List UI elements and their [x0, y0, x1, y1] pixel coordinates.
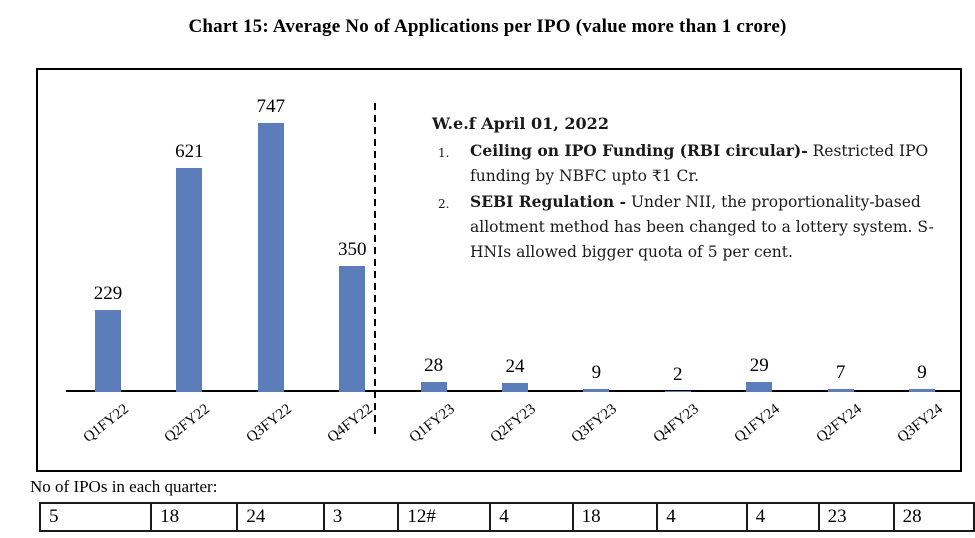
bar-Q4FY23 — [664, 391, 691, 392]
x-axis-label-Q1FY22: Q1FY22 — [80, 401, 132, 446]
ipo-count-cell-Q3FY24: 28 — [892, 502, 975, 532]
x-axis-label-Q4FY22: Q4FY22 — [324, 401, 377, 446]
x-axis-label-Q2FY22: Q2FY22 — [162, 401, 214, 446]
x-axis-label-Q3FY22: Q3FY22 — [243, 401, 295, 446]
bar-value-label-Q3FY24: 9 — [917, 362, 927, 383]
annotation-item-2: 2. SEBI Regulation - Under NII, the propo… — [432, 189, 960, 265]
ipo-table-row: 5 18 24 3 12# 4 18 4 4 23 28 — [38, 502, 975, 532]
bar-Q3FY23 — [583, 389, 610, 392]
ipo-table-label: No of IPOs in each quarter: — [30, 477, 218, 496]
ipo-count-cell-Q2FY23: 4 — [489, 502, 574, 532]
policy-divider-dashed-line — [374, 103, 376, 439]
ipo-count-cell-Q4FY23: 4 — [656, 502, 748, 532]
ipo-count-cell-Q1FY23: 12# — [397, 502, 492, 532]
bar-value-label-Q4FY22: 350 — [337, 239, 367, 260]
x-axis-label-Q3FY23: Q3FY23 — [569, 401, 621, 446]
bar-value-label-Q3FY23: 9 — [591, 362, 602, 383]
annotation-item-1: 1. Ceiling on IPO Funding (RBI circular)-… — [432, 138, 960, 189]
x-axis-label-Q2FY24: Q2FY24 — [813, 401, 865, 446]
bar-value-label-Q2FY23: 24 — [505, 356, 525, 377]
bar-Q1FY23 — [420, 382, 447, 392]
annotation-box: W.e.f April 01, 2022 1. Ceiling on IPO Fu… — [432, 112, 960, 265]
page-title: Chart 15: Average No of Applications per… — [188, 16, 787, 37]
bar-Q4FY22 — [339, 266, 366, 392]
ipo-count-cell-Q2FY24: 23 — [817, 502, 895, 532]
ipo-count-cell-Q1FY22: 5 — [38, 502, 153, 532]
bar-Q1FY22 — [95, 310, 121, 392]
bar-Q2FY24 — [827, 389, 854, 392]
bar-Q1FY24 — [746, 382, 773, 392]
bar-Q2FY23 — [502, 383, 528, 392]
bar-value-label-Q1FY23: 28 — [424, 355, 444, 376]
annotation-item-text: SEBI Regulation - Under NII, the proport… — [470, 192, 934, 261]
x-axis-label-Q1FY23: Q1FY23 — [406, 401, 458, 446]
ipo-count-cell-Q3FY22: 24 — [236, 502, 325, 532]
bar-Q2FY22 — [176, 168, 203, 392]
ipo-table: 5 18 24 3 12# 4 18 4 4 23 28 — [38, 502, 975, 532]
bar-value-label-Q1FY24: 29 — [749, 355, 769, 376]
bar-Q3FY24 — [909, 389, 935, 392]
bar-Q3FY22 — [257, 123, 284, 392]
x-axis-label-Q1FY24: Q1FY24 — [731, 401, 784, 446]
x-axis-label-Q4FY23: Q4FY23 — [650, 401, 702, 446]
chart-frame: 229 Q1FY22 621 Q2FY22 747 Q3FY22 350 Q4FY22 28 Q1… — [36, 68, 962, 472]
annotation-item-number: 2. — [438, 197, 450, 211]
bar-value-label-Q2FY24: 7 — [835, 362, 846, 383]
bar-value-label-Q4FY23: 2 — [673, 364, 683, 385]
x-axis-label-Q2FY23: Q2FY23 — [487, 401, 539, 446]
x-axis-label-Q3FY24: Q3FY24 — [894, 401, 946, 446]
ipo-count-cell-Q1FY24: 4 — [745, 502, 820, 532]
annotation-heading: W.e.f April 01, 2022 — [432, 114, 609, 133]
annotation-item-number: 1. — [438, 146, 450, 160]
annotation-item-text: Ceiling on IPO Funding (RBI circular)- R… — [470, 141, 929, 185]
bar-value-label-Q3FY22: 747 — [256, 96, 286, 117]
ipo-count-cell-Q2FY22: 18 — [150, 502, 239, 532]
annotation-list: 1. Ceiling on IPO Funding (RBI circular)-… — [432, 138, 960, 265]
ipo-count-cell-Q3FY23: 18 — [571, 502, 659, 532]
bar-value-label-Q1FY22: 229 — [93, 283, 123, 304]
bar-value-label-Q2FY22: 621 — [175, 141, 204, 162]
ipo-count-cell-Q4FY22: 3 — [322, 502, 400, 532]
